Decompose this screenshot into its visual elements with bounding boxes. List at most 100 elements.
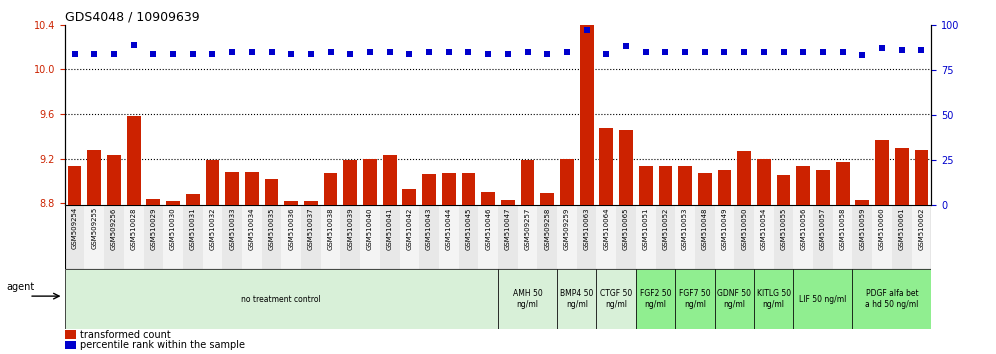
- Bar: [108, 155, 121, 205]
- Bar: [85, 205, 105, 269]
- Bar: [813, 205, 833, 269]
- Point: [913, 47, 929, 53]
- Text: GSM510039: GSM510039: [348, 207, 354, 250]
- Text: GSM510036: GSM510036: [288, 207, 294, 250]
- Bar: [658, 166, 672, 205]
- Point: [874, 45, 890, 51]
- Bar: [911, 205, 931, 269]
- Text: GSM510043: GSM510043: [426, 207, 432, 250]
- Bar: [717, 170, 731, 205]
- Text: GSM510040: GSM510040: [367, 207, 373, 250]
- Text: GSM510063: GSM510063: [584, 207, 590, 250]
- Text: GSM510059: GSM510059: [860, 207, 866, 250]
- Point: [776, 49, 792, 55]
- Bar: [65, 269, 498, 329]
- Point: [677, 49, 693, 55]
- Point: [855, 53, 871, 58]
- Text: GSM509257: GSM509257: [525, 207, 531, 250]
- Bar: [364, 159, 376, 205]
- Bar: [166, 201, 180, 205]
- Bar: [600, 129, 614, 205]
- Text: AMH 50
ng/ml: AMH 50 ng/ml: [513, 290, 543, 309]
- Text: GSM510042: GSM510042: [406, 207, 412, 250]
- Bar: [872, 205, 891, 269]
- Bar: [734, 205, 754, 269]
- Text: agent: agent: [7, 282, 35, 292]
- Point: [460, 49, 476, 55]
- Bar: [439, 205, 458, 269]
- Bar: [853, 205, 872, 269]
- Text: CTGF 50
ng/ml: CTGF 50 ng/ml: [600, 290, 632, 309]
- Bar: [461, 173, 475, 205]
- Point: [756, 49, 772, 55]
- Bar: [655, 205, 675, 269]
- Text: PDGF alfa bet
a hd 50 ng/ml: PDGF alfa bet a hd 50 ng/ml: [866, 290, 918, 309]
- Bar: [65, 205, 85, 269]
- Bar: [245, 172, 259, 205]
- Bar: [68, 166, 82, 205]
- Text: GSM510055: GSM510055: [781, 207, 787, 250]
- Text: GSM510044: GSM510044: [446, 207, 452, 250]
- Bar: [833, 205, 853, 269]
- Text: GSM509259: GSM509259: [564, 207, 570, 250]
- Point: [795, 49, 811, 55]
- Point: [343, 51, 359, 57]
- Bar: [361, 205, 379, 269]
- Text: GSM509258: GSM509258: [544, 207, 550, 250]
- Text: GSM510032: GSM510032: [209, 207, 215, 250]
- Bar: [737, 151, 751, 205]
- Bar: [143, 205, 163, 269]
- Text: GSM510065: GSM510065: [623, 207, 629, 250]
- Point: [579, 27, 595, 33]
- Text: GSM510030: GSM510030: [170, 207, 176, 250]
- Bar: [442, 173, 455, 205]
- Bar: [774, 205, 794, 269]
- Text: GSM510051: GSM510051: [642, 207, 648, 250]
- Bar: [914, 150, 928, 205]
- Bar: [678, 166, 692, 205]
- Point: [716, 49, 732, 55]
- Bar: [301, 205, 321, 269]
- Text: GSM509255: GSM509255: [92, 207, 98, 250]
- Point: [421, 49, 437, 55]
- Bar: [695, 205, 715, 269]
- Text: GDNF 50
ng/ml: GDNF 50 ng/ml: [717, 290, 751, 309]
- Bar: [402, 189, 416, 205]
- Point: [106, 51, 122, 57]
- Bar: [557, 205, 577, 269]
- Text: GSM510037: GSM510037: [308, 207, 314, 250]
- Point: [480, 51, 496, 57]
- Bar: [757, 159, 771, 205]
- Point: [559, 49, 575, 55]
- Point: [835, 49, 851, 55]
- Bar: [836, 162, 850, 205]
- Bar: [163, 205, 183, 269]
- Bar: [715, 269, 754, 329]
- Point: [539, 51, 555, 57]
- Bar: [481, 192, 495, 205]
- Bar: [304, 201, 318, 205]
- Bar: [620, 130, 632, 205]
- Text: FGF2 50
ng/ml: FGF2 50 ng/ml: [639, 290, 671, 309]
- Point: [185, 51, 201, 57]
- Point: [520, 49, 536, 55]
- Bar: [65, 341, 76, 349]
- Bar: [577, 205, 597, 269]
- Bar: [88, 150, 102, 205]
- Bar: [518, 205, 538, 269]
- Bar: [794, 269, 853, 329]
- Point: [145, 51, 161, 57]
- Point: [441, 49, 457, 55]
- Text: GSM510029: GSM510029: [150, 207, 156, 250]
- Bar: [597, 205, 617, 269]
- Text: GSM510038: GSM510038: [328, 207, 334, 250]
- Bar: [399, 205, 419, 269]
- Text: BMP4 50
ng/ml: BMP4 50 ng/ml: [560, 290, 594, 309]
- Bar: [875, 139, 888, 205]
- Text: GSM510048: GSM510048: [702, 207, 708, 250]
- Bar: [638, 166, 652, 205]
- Point: [362, 49, 377, 55]
- Bar: [794, 205, 813, 269]
- Text: GSM510049: GSM510049: [721, 207, 727, 250]
- Bar: [675, 205, 695, 269]
